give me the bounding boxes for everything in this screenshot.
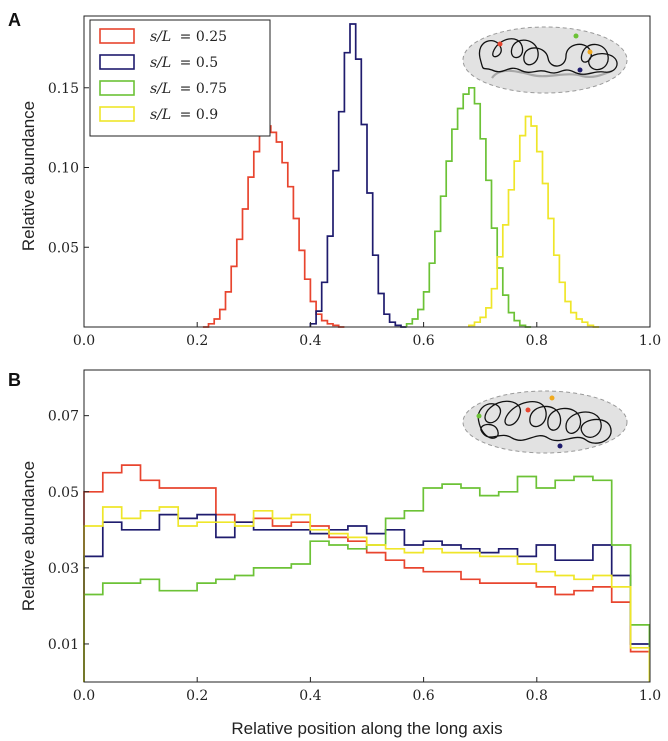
panel-b-ytick-label-3: 0.07 [48, 409, 79, 425]
legend-box [89, 19, 271, 137]
legend-entry-s075: s/L = 0.75 [99, 80, 227, 97]
marker-green-a [573, 33, 579, 39]
chromosome-inset-b [462, 390, 628, 454]
panel-b-ytick-label-2: 0.05 [48, 485, 79, 501]
marker-navy-b [557, 443, 563, 449]
panel-b-xtick-label-0: 0.0 [73, 688, 95, 704]
panel-b-xtick-label-5: 1.0 [639, 688, 661, 704]
legend-label-s075: s/L [150, 81, 171, 97]
panel-a-xtick-label-0: 0.0 [73, 333, 95, 349]
chain-black-a [478, 38, 618, 75]
panel-a-xtick-label-5: 1.0 [639, 333, 661, 349]
legend-value-s09: = 0.9 [180, 107, 218, 123]
panel-a-xtick-label-3: 0.6 [412, 333, 434, 349]
panel-a-xtick-label-4: 0.8 [526, 333, 548, 349]
svg-text:s/L = 0.25: s/L = 0.25 [150, 29, 227, 45]
panel-b-series-3 [83, 506, 651, 682]
legend-value-s075: = 0.75 [180, 81, 227, 97]
legend-label-s09: s/L [150, 107, 171, 123]
panel-b-ylabel: Relative abundance [19, 461, 38, 611]
svg-text:s/L = 0.9: s/L = 0.9 [150, 107, 218, 123]
legend-entry-s09: s/L = 0.9 [99, 106, 218, 123]
panel-a-ytick-label-2: 0.15 [48, 81, 79, 97]
legend-swatch-s09 [99, 106, 135, 122]
svg-text:s/L = 0.75: s/L = 0.75 [150, 81, 227, 97]
panel-a-series-2 [405, 86, 532, 328]
panel-a-series-1 [309, 23, 407, 328]
panel-a-series [202, 23, 600, 328]
panel-b-letter: B [8, 370, 21, 390]
panel-b-ticks: 0.0 0.2 0.4 0.6 0.8 1.0 0.01 0.03 0.05 0.07 [48, 409, 661, 704]
marker-green-b [476, 413, 482, 419]
panel-a: A Relative abundance 0.0 0.2 0.4 0.6 0.8 1.00… [8, 10, 661, 349]
legend-value-s025: = 0.25 [180, 29, 227, 45]
legend-swatch-s05 [99, 54, 135, 70]
cell-outline-b [462, 390, 628, 454]
marker-orange-b [549, 395, 555, 401]
legend-swatch-s025 [99, 28, 135, 44]
chain-black-b [477, 400, 612, 444]
chain-gray-a [491, 69, 613, 79]
panel-a-xtick-label-1: 0.2 [186, 333, 208, 349]
panel-b: B Relative abundance 0.0 0.2 0.4 0.6 0.8 1.00… [8, 369, 661, 704]
svg-text:s/L = 0.5: s/L = 0.5 [150, 55, 218, 71]
panel-a-frame [83, 15, 651, 328]
chromosome-inset-a [462, 26, 628, 94]
cell-outline-a [462, 26, 628, 94]
panel-a-ticks: 0.0 0.2 0.4 0.6 0.8 1.0 0.05 0.10 0.15 [48, 81, 661, 349]
panel-b-ytick-label-1: 0.03 [48, 561, 79, 577]
panel-b-xtick-label-4: 0.8 [526, 688, 548, 704]
legend-entry-s05: s/L = 0.5 [99, 54, 218, 71]
x-axis-label: Relative position along the long axis [231, 719, 502, 738]
marker-orange-a [587, 49, 593, 55]
legend-swatch-s075 [99, 80, 135, 96]
legend-label-s05: s/L [150, 55, 171, 71]
legend: s/L = 0.25 s/L = 0.5 s/L = 0.75 [89, 19, 271, 137]
legend-value-s05: = 0.5 [180, 55, 218, 71]
panel-a-series-0 [202, 125, 345, 328]
panel-b-xtick-label-3: 0.6 [412, 688, 434, 704]
panel-a-xtick-label-2: 0.4 [299, 333, 321, 349]
panel-b-xtick-label-2: 0.4 [299, 688, 321, 704]
marker-red-b [525, 407, 531, 413]
panel-a-letter: A [8, 10, 21, 30]
panel-a-ytick-label-1: 0.10 [48, 161, 79, 177]
panel-b-frame [83, 369, 651, 683]
legend-label-s025: s/L [150, 29, 171, 45]
marker-navy-a [577, 67, 583, 73]
panel-b-xtick-label-1: 0.2 [186, 688, 208, 704]
panel-a-ytick-label-0: 0.05 [48, 240, 79, 256]
marker-red-a [497, 41, 503, 47]
panel-b-series [83, 464, 651, 682]
panel-a-series-3 [468, 115, 600, 328]
legend-entry-s025: s/L = 0.25 [99, 28, 227, 45]
panel-b-ytick-label-0: 0.01 [48, 637, 79, 653]
panel-a-ylabel: Relative abundance [19, 101, 38, 251]
panel-b-series-0 [83, 464, 651, 682]
